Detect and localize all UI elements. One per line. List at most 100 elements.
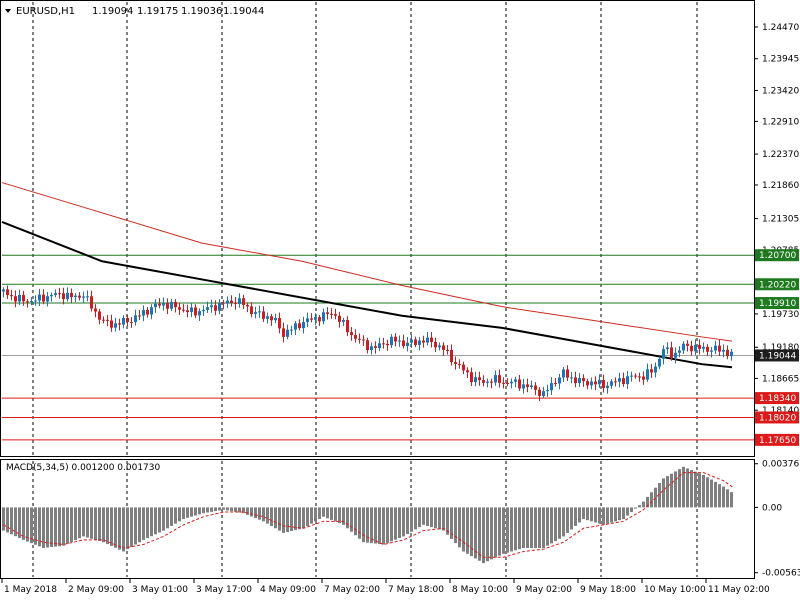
- macd-bar: [158, 507, 161, 533]
- macd-bar: [114, 507, 117, 548]
- level-tag: [755, 297, 799, 310]
- macd-bar: [650, 492, 653, 508]
- macd-bar: [502, 507, 505, 554]
- macd-bar: [94, 507, 97, 540]
- candle-body: [386, 343, 389, 346]
- macd-bar: [722, 486, 725, 508]
- candle-body: [498, 375, 501, 383]
- candle-body: [646, 369, 649, 380]
- candle-body: [238, 298, 241, 304]
- macd-bar: [22, 507, 25, 540]
- macd-bar: [654, 487, 657, 508]
- ma-line-slow: [1, 182, 733, 342]
- macd-bar: [514, 507, 517, 551]
- macd-tick-label: 0.003763: [762, 460, 800, 470]
- candle-body: [590, 381, 593, 386]
- level-tag-label: 1.20220: [759, 280, 796, 290]
- dropdown-icon[interactable]: [5, 9, 11, 13]
- candle-body: [726, 349, 729, 357]
- macd-bar: [454, 507, 457, 544]
- macd-bar: [550, 507, 553, 544]
- macd-bar: [494, 507, 497, 558]
- price-tick-label: 1.22910: [762, 117, 799, 127]
- macd-bar: [338, 507, 341, 524]
- macd-bar: [730, 492, 733, 508]
- macd-bar: [498, 507, 501, 556]
- macd-bar: [646, 496, 649, 508]
- macd-bar: [662, 478, 665, 508]
- price-tick-label: 1.23945: [762, 55, 799, 65]
- candle-body: [370, 346, 373, 351]
- time-tick-label: 11 May 02:00: [708, 585, 770, 595]
- macd-bar: [190, 507, 193, 517]
- macd-bar: [246, 507, 249, 515]
- macd-bar: [90, 507, 93, 539]
- macd-histogram: [2, 466, 734, 564]
- macd-bar: [26, 507, 29, 542]
- candle-body: [390, 336, 393, 346]
- candle-body: [350, 332, 353, 336]
- macd-bar: [510, 507, 513, 552]
- candle-body: [106, 319, 109, 321]
- macd-bar: [374, 507, 377, 544]
- candle-body: [510, 381, 513, 384]
- macd-bar: [102, 507, 105, 543]
- macd-bar: [18, 507, 21, 539]
- macd-bar: [478, 507, 481, 561]
- macd-bar: [130, 507, 133, 547]
- candle-body: [682, 343, 685, 351]
- macd-bar: [522, 507, 525, 548]
- level-tag-label: 1.18020: [759, 413, 796, 423]
- candle-body: [342, 320, 345, 322]
- candle-body: [222, 302, 225, 304]
- candle-body: [90, 296, 93, 309]
- macd-bar: [170, 507, 173, 526]
- macd-bar: [122, 507, 125, 552]
- macd-bar: [10, 507, 13, 535]
- macd-bar: [582, 507, 585, 519]
- macd-bar: [606, 507, 609, 524]
- candle-body: [154, 303, 157, 308]
- macd-bar: [442, 507, 445, 531]
- price-pane-frame: [0, 0, 755, 457]
- macd-bar: [398, 507, 401, 539]
- candle-body: [298, 323, 301, 329]
- macd-bar: [42, 507, 45, 548]
- candle-body: [366, 340, 369, 351]
- candle-body: [38, 294, 41, 301]
- macd-bar: [390, 507, 393, 542]
- candle-body: [218, 302, 221, 311]
- macd-bar: [642, 501, 645, 508]
- price-tick-label: 1.21305: [762, 215, 799, 225]
- candle-body: [206, 307, 209, 310]
- candle-body: [542, 391, 545, 396]
- macd-bar: [186, 507, 189, 518]
- candle-body: [374, 346, 377, 348]
- macd-bar: [82, 507, 85, 537]
- macd-bar: [710, 479, 713, 508]
- macd-bar: [538, 507, 541, 548]
- candle-body: [54, 293, 57, 295]
- macd-bar: [366, 507, 369, 543]
- candle-body: [150, 307, 153, 315]
- macd-bar: [622, 507, 625, 519]
- candle-body: [382, 343, 385, 345]
- macd-bar: [354, 507, 357, 536]
- macd-bar: [362, 507, 365, 543]
- candle-body: [318, 317, 321, 322]
- macd-bar: [614, 507, 617, 522]
- candle-body: [166, 303, 169, 309]
- candle-body: [530, 385, 533, 387]
- candle-body: [194, 307, 197, 316]
- candle-body: [14, 296, 17, 302]
- high-value: 1.19175: [137, 6, 178, 17]
- macd-bar: [342, 507, 345, 525]
- macd-bar: [162, 507, 165, 531]
- macd-bar: [214, 507, 217, 512]
- macd-bar: [634, 507, 637, 509]
- candle-body: [522, 384, 525, 389]
- candle-body: [138, 315, 141, 317]
- macd-bar: [314, 507, 317, 522]
- macd-bar: [570, 507, 573, 530]
